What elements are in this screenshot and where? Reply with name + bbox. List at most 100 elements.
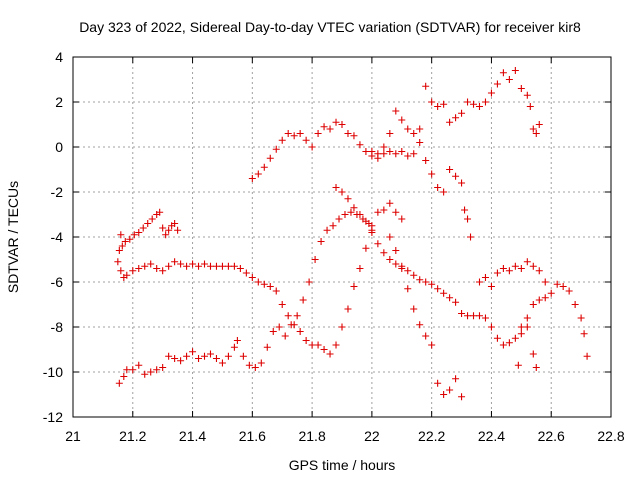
data-point	[505, 76, 513, 83]
data-point	[475, 312, 483, 320]
data-point	[117, 231, 125, 239]
data-point	[302, 337, 310, 344]
x-tick-label: 22.4	[478, 428, 505, 444]
data-point	[547, 289, 555, 297]
y-tick-label: 2	[55, 94, 63, 110]
data-point	[195, 262, 203, 270]
data-point	[230, 343, 238, 351]
y-tick-label: -4	[51, 229, 64, 245]
data-point	[260, 163, 268, 171]
data-point	[458, 109, 466, 117]
data-point	[308, 143, 316, 151]
data-point	[263, 343, 271, 351]
data-point	[446, 118, 454, 126]
data-point	[269, 328, 277, 335]
data-point	[251, 364, 259, 371]
data-point	[129, 366, 137, 374]
data-point	[380, 206, 388, 214]
data-point	[446, 294, 454, 302]
data-point	[523, 314, 531, 322]
data-point	[464, 98, 472, 106]
data-point	[470, 312, 478, 320]
data-point	[392, 150, 400, 158]
y-tick-label: 4	[55, 49, 63, 65]
data-point	[314, 341, 322, 349]
data-point	[350, 132, 358, 140]
data-point	[174, 226, 182, 234]
data-point	[254, 170, 262, 178]
data-point	[374, 154, 382, 162]
x-tick-label: 22	[364, 428, 380, 444]
data-point	[171, 258, 179, 266]
series-track-lower-left	[115, 208, 376, 387]
y-tick-labels: -12 -10 -8 -6 -4 -2 0 2 4	[43, 49, 63, 425]
series-track-right-cluster	[475, 258, 549, 371]
axis-ticks	[72, 56, 612, 418]
data-point	[440, 100, 448, 108]
data-point	[580, 330, 588, 338]
data-point	[159, 224, 167, 232]
data-point	[493, 269, 501, 277]
data-point	[362, 148, 370, 155]
data-point	[201, 260, 209, 268]
chart-title: Day 323 of 2022, Sidereal Day-to-day VTE…	[79, 19, 581, 35]
series-track-cross-down	[332, 184, 591, 360]
data-point	[356, 141, 364, 149]
data-point	[380, 150, 388, 158]
data-point	[434, 285, 442, 293]
data-point	[529, 262, 537, 270]
data-point	[481, 274, 489, 281]
data-point	[245, 361, 253, 369]
data-point	[532, 364, 540, 371]
data-point	[177, 357, 185, 365]
data-point	[386, 199, 394, 207]
data-point	[159, 267, 167, 275]
data-point	[183, 352, 191, 360]
data-point	[224, 262, 232, 270]
data-point	[218, 262, 226, 270]
data-point	[416, 276, 424, 284]
data-point	[523, 91, 531, 99]
data-point	[135, 361, 143, 369]
data-point	[464, 215, 472, 223]
data-point	[410, 130, 418, 137]
data-point	[165, 262, 173, 270]
data-point	[153, 265, 161, 272]
data-point	[335, 215, 343, 223]
data-point	[410, 271, 418, 279]
x-tick-labels: 21 21.2 21.4 21.6 21.8 22 22.2 22.4 22.6 22.8	[65, 428, 625, 444]
data-point	[314, 130, 322, 137]
data-point	[392, 260, 400, 268]
data-point	[583, 352, 591, 360]
data-point	[458, 393, 466, 401]
data-point	[440, 188, 448, 196]
data-point	[514, 361, 522, 369]
data-point	[266, 154, 274, 162]
data-point	[311, 256, 319, 263]
data-point	[386, 130, 394, 137]
data-point	[239, 352, 247, 360]
series-track-middle-right	[368, 139, 475, 241]
data-point	[317, 238, 325, 245]
data-point	[344, 130, 352, 137]
data-point	[470, 100, 478, 108]
data-point	[162, 231, 170, 239]
data-point	[195, 355, 203, 362]
data-point	[147, 260, 155, 268]
data-point	[115, 379, 123, 387]
data-point	[422, 332, 430, 340]
data-point	[523, 323, 531, 331]
data-point	[386, 148, 394, 155]
data-point	[380, 143, 388, 151]
data-point	[529, 350, 537, 358]
data-point	[212, 262, 220, 270]
data-point	[153, 366, 161, 374]
data-point	[493, 80, 501, 88]
data-point	[392, 107, 400, 115]
data-point	[446, 386, 454, 394]
data-point	[183, 262, 191, 270]
data-point	[416, 321, 424, 329]
data-point	[356, 211, 364, 218]
data-point	[123, 271, 131, 279]
data-point	[224, 352, 232, 360]
